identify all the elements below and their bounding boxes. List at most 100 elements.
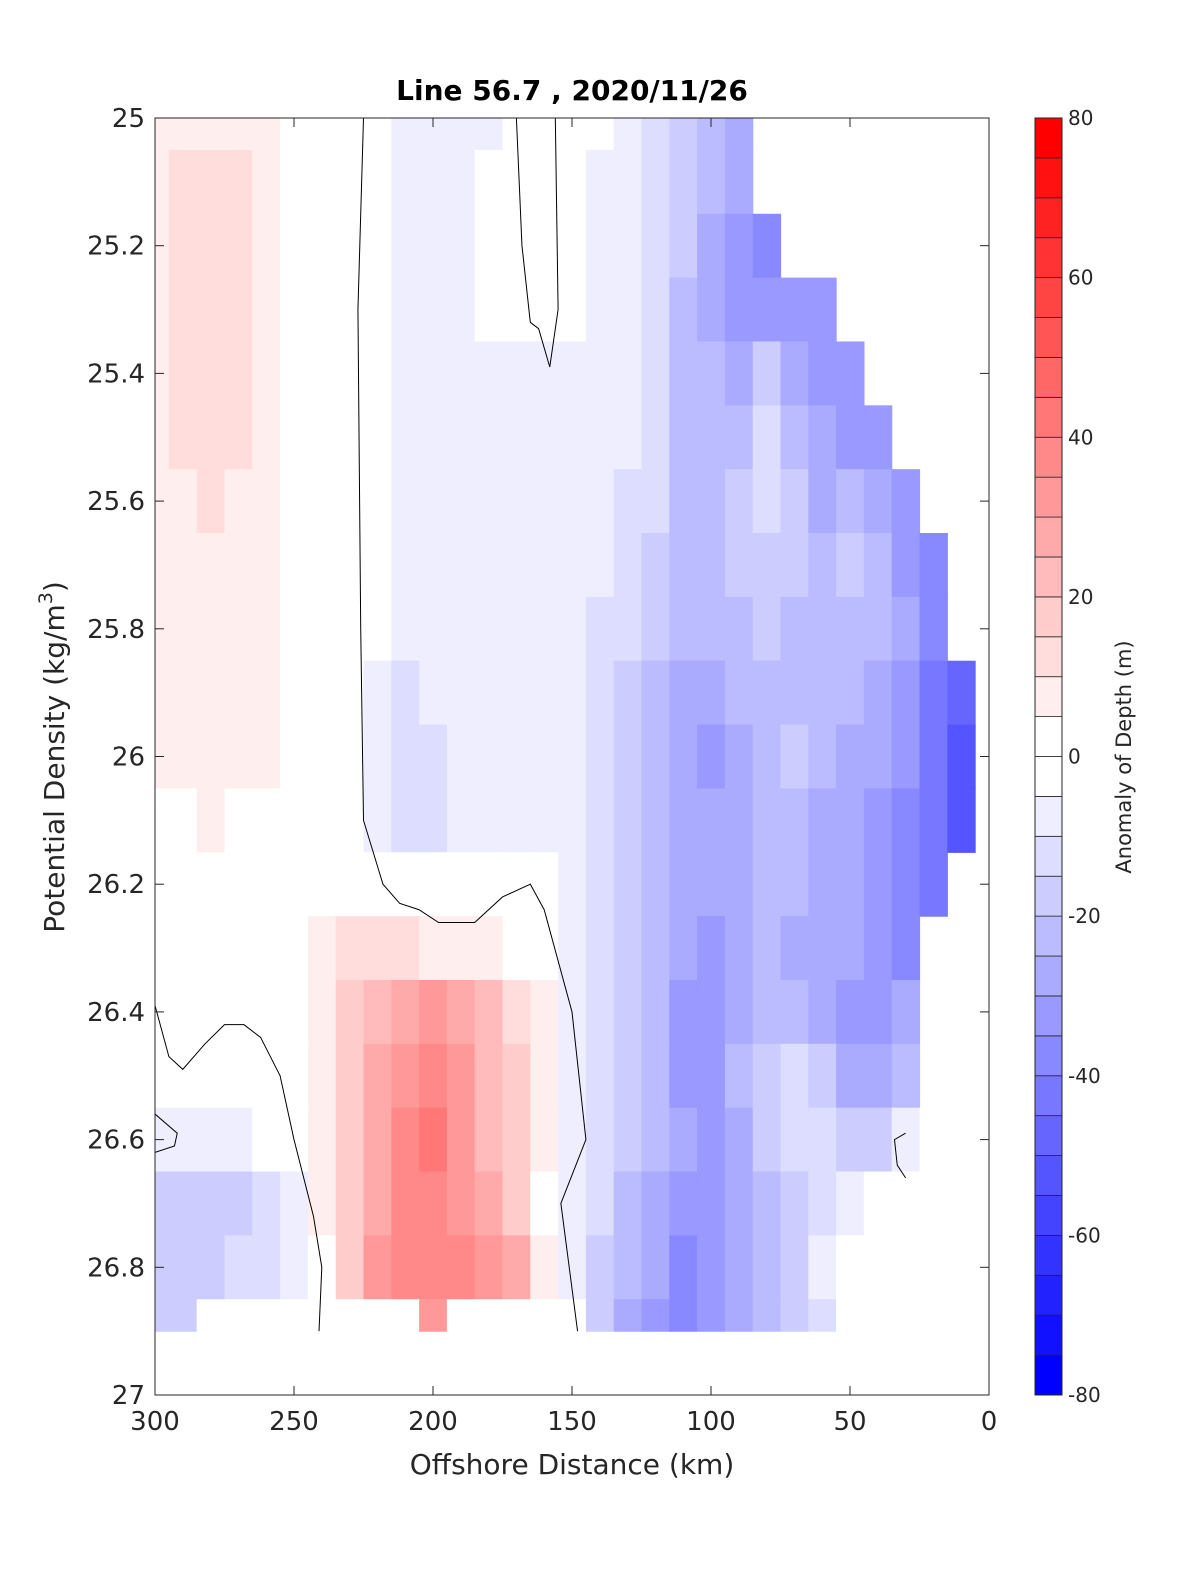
x-tick-label: 300 xyxy=(130,1407,180,1437)
x-tick-label: 200 xyxy=(408,1407,458,1437)
contour-cell xyxy=(808,1299,837,1332)
contour-cell xyxy=(863,469,893,534)
colorbar-label: Anomaly of Depth (m) xyxy=(1112,640,1136,873)
contour-cell xyxy=(891,469,921,534)
contour-cell xyxy=(585,1107,615,1173)
contour-cell xyxy=(224,533,253,598)
contour-cell xyxy=(335,118,365,151)
colorbar-swatch xyxy=(1034,596,1063,638)
contour-cell xyxy=(502,341,531,406)
contour-cell xyxy=(780,788,809,853)
contour-cell xyxy=(891,852,921,917)
contour-cell xyxy=(641,852,670,917)
contour-fill-layer xyxy=(155,118,976,1332)
contour-cell xyxy=(307,596,337,662)
contour-cell xyxy=(335,788,365,853)
contour-cell xyxy=(224,341,253,406)
contour-cell xyxy=(280,979,309,1045)
contour-cell xyxy=(280,660,309,726)
contour-cell xyxy=(697,213,726,279)
contour-cell xyxy=(363,341,392,406)
contour-cell xyxy=(363,277,392,343)
contour-cell xyxy=(558,852,587,917)
colorbar-swatch xyxy=(1034,556,1063,598)
contour-cell xyxy=(724,979,754,1045)
contour-cell xyxy=(502,852,531,917)
contour-cell xyxy=(919,660,948,726)
contour-cell xyxy=(474,341,504,406)
colorbar-swatch xyxy=(1034,1075,1063,1117)
contour-cell xyxy=(724,852,754,917)
colorbar-tick-label: 20 xyxy=(1068,585,1093,609)
contour-cell xyxy=(252,341,281,406)
contour-cell xyxy=(502,405,531,470)
contour-cell xyxy=(808,788,837,853)
contour-cell xyxy=(808,1171,837,1236)
contour-cell xyxy=(585,724,615,790)
contour-cell xyxy=(168,1107,198,1173)
contour-cell xyxy=(280,149,309,215)
contour-cell xyxy=(252,277,281,343)
contour-cell xyxy=(307,469,337,534)
contour-cell xyxy=(502,788,531,853)
contour-cell xyxy=(224,469,253,534)
contour-cell xyxy=(863,660,893,726)
contour-cell xyxy=(752,1171,782,1236)
contour-cell xyxy=(530,979,559,1045)
contour-cell xyxy=(724,213,754,279)
contour-cell xyxy=(558,533,587,598)
contour-cell xyxy=(836,405,865,470)
contour-cell xyxy=(697,1171,726,1236)
contour-cell xyxy=(669,660,698,726)
contour-cell xyxy=(558,405,587,470)
contour-cell xyxy=(613,341,643,406)
contour-cell xyxy=(224,277,253,343)
colorbar-tick-label: -40 xyxy=(1068,1064,1101,1088)
contour-cell xyxy=(669,916,698,981)
contour-cell xyxy=(530,1107,559,1173)
contour-cell xyxy=(808,724,837,790)
contour-cell xyxy=(530,916,559,981)
contour-cell xyxy=(697,277,726,343)
contour-cell xyxy=(224,1107,253,1173)
contour-cell xyxy=(641,1299,670,1332)
contour-cell xyxy=(196,149,226,215)
colorbar-swatch xyxy=(1034,436,1063,478)
contour-cell xyxy=(641,1107,670,1173)
contour-cell xyxy=(558,277,587,343)
contour-cell xyxy=(836,724,865,790)
contour-cell xyxy=(891,788,921,853)
contour-cell xyxy=(307,118,337,151)
contour-cell xyxy=(780,852,809,917)
colorbar-tick-label: -80 xyxy=(1068,1383,1101,1407)
contour-cell xyxy=(752,1107,782,1173)
contour-cell xyxy=(252,1171,281,1236)
contour-cell xyxy=(446,405,476,470)
contour-cell xyxy=(613,405,643,470)
contour-cell xyxy=(752,979,782,1045)
contour-cell xyxy=(502,533,531,598)
zero-contour-line xyxy=(155,1005,323,1332)
contour-cell xyxy=(335,979,365,1045)
contour-cell xyxy=(502,916,531,981)
colorbar-swatch xyxy=(1034,157,1063,199)
contour-cell xyxy=(558,788,587,853)
contour-cell xyxy=(585,596,615,662)
contour-cell xyxy=(280,916,309,981)
contour-cell xyxy=(641,118,670,151)
contour-cell xyxy=(155,660,170,726)
colorbar-swatch xyxy=(1034,1195,1063,1236)
contour-cell xyxy=(252,1107,281,1173)
contour-cell xyxy=(168,1299,198,1332)
colorbar-swatch xyxy=(1034,1354,1063,1396)
contour-cell xyxy=(585,1171,615,1236)
contour-cell xyxy=(558,1299,587,1332)
contour-cell xyxy=(252,405,281,470)
colorbar-swatch xyxy=(1034,995,1063,1037)
contour-cell xyxy=(280,341,309,406)
contour-cell xyxy=(474,660,504,726)
contour-cell xyxy=(363,149,392,215)
contour-cell xyxy=(558,1107,587,1173)
contour-cell xyxy=(780,596,809,662)
contour-cell xyxy=(752,533,782,598)
